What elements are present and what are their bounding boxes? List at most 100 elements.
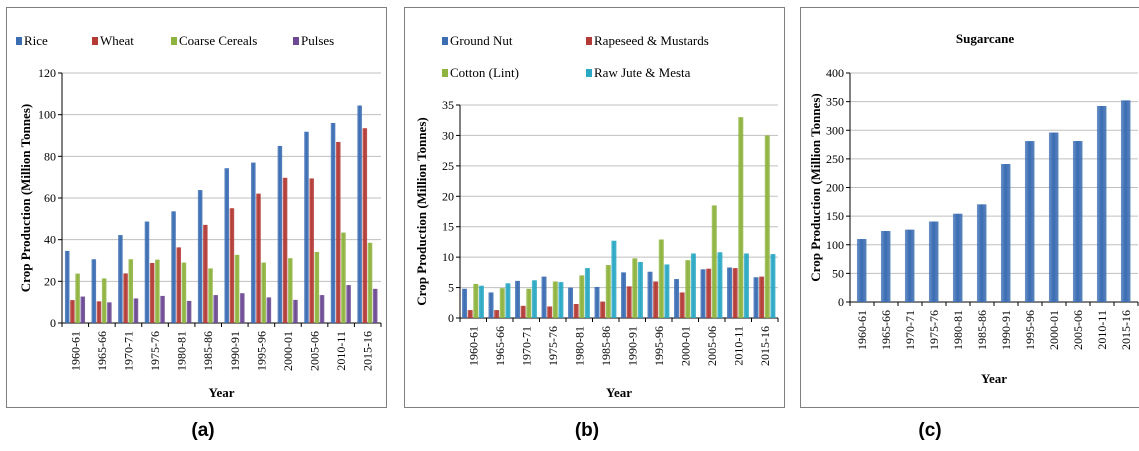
- chart-c-xtick-label: 1975-76: [927, 310, 941, 350]
- chart-a-xtick-label: 1960-61: [68, 331, 82, 371]
- chart-b-bar-raw-jute-mesta-1990-91: [637, 262, 643, 318]
- chart-a-bar-wheat-1970-71: [123, 273, 128, 323]
- chart-b-ytick-label: 15: [442, 220, 454, 234]
- chart-c-xtick-label: 1980-81: [951, 310, 965, 350]
- chart-c-xtick-label: 2015-16: [1119, 310, 1133, 350]
- chart-c-svg: 0 50 100 150 200 250 300 350 400 1960-61 1965-66 19…: [800, 7, 1139, 408]
- chart-b-legend-swatch: [586, 37, 592, 45]
- chart-b-xtick-label: 1980-81: [572, 326, 586, 366]
- chart-a-bar-rice-1990-91: [224, 168, 230, 323]
- chart-b-xtick-label: 2005-06: [705, 326, 719, 366]
- chart-c-ytick-label: 400: [826, 66, 844, 80]
- chart-a-bar-wheat-2015-16: [362, 128, 368, 323]
- chart-b-legend-swatch: [442, 69, 448, 77]
- chart-a-bar-pulses-1970-71: [133, 298, 139, 323]
- chart-a-bar-wheat-2010-11: [335, 141, 341, 323]
- chart-b-ytick-label: 20: [442, 189, 454, 203]
- chart-c-bar-series-1985-86: [976, 204, 987, 302]
- chart-b-bar-cotton-lint--1960-61: [473, 283, 479, 318]
- chart-a-ytick-label: 100: [38, 108, 56, 122]
- chart-b-bar-raw-jute-mesta-1965-66: [505, 283, 511, 318]
- chart-b-bar-cotton-lint--1970-71: [526, 288, 532, 318]
- chart-c-xtick-label: 1970-71: [903, 310, 917, 350]
- chart-b-bar-rapeseed-mustards-2000-01: [679, 292, 685, 318]
- chart-a-bar-wheat-1990-91: [229, 208, 235, 323]
- chart-b-legend-label: Rapeseed & Mustards: [594, 33, 709, 48]
- chart-a-bar-wheat-1995-96: [256, 193, 261, 323]
- chart-b-bar-rapeseed-mustards-1990-91: [626, 286, 632, 318]
- chart-a-bar-rice-1980-81: [171, 211, 176, 323]
- chart-b-bar-cotton-lint--2005-06: [711, 205, 717, 318]
- chart-b-xtick-label: 1995-96: [652, 326, 666, 366]
- chart-b-bar-ground-nut-2000-01: [673, 279, 680, 318]
- chart-a-bar-wheat-2005-06: [309, 178, 314, 323]
- chart-c-frame: [800, 7, 1139, 408]
- chart-a-bar-rice-2015-16: [357, 105, 362, 323]
- chart-b-bar-ground-nut-1965-66: [488, 292, 494, 318]
- chart-b-bar-ground-nut-1985-86: [594, 286, 600, 318]
- chart-a-xtick-label: 1995-96: [254, 331, 268, 371]
- chart-c-bar-series-1995-96: [1024, 141, 1035, 302]
- chart-b-bar-rapeseed-mustards-1960-61: [467, 310, 473, 318]
- chart-a-bar-rice-1975-76: [144, 221, 150, 323]
- chart-c-ytick-label: 50: [832, 266, 844, 280]
- chart-c-bar-series-2015-16: [1120, 100, 1131, 302]
- chart-c-ytick-label: 150: [826, 209, 844, 223]
- chart-a-bar-pulses-1990-91: [239, 293, 245, 323]
- chart-b-bar-raw-jute-mesta-1980-81: [584, 268, 590, 318]
- chart-a-ytick-label: 40: [44, 233, 56, 247]
- chart-a-bar-pulses-1995-96: [266, 297, 272, 323]
- chart-a-xtick-label: 1980-81: [175, 331, 189, 371]
- chart-a-xtick-label: 2015-16: [361, 331, 375, 371]
- chart-b-bar-raw-jute-mesta-1970-71: [531, 280, 537, 318]
- chart-b-bar-cotton-lint--1995-96: [658, 239, 664, 318]
- chart-b-bar-rapeseed-mustards-1965-66: [494, 310, 500, 318]
- chart-a-legend-swatch: [293, 37, 299, 45]
- chart-b-xtick-label: 1965-66: [493, 326, 507, 366]
- chart-b-bar-ground-nut-1970-71: [514, 280, 521, 318]
- chart-b-bar-ground-nut-1975-76: [541, 276, 547, 318]
- caption-c: (c): [918, 420, 942, 441]
- chart-b-xtick-label: 2010-11: [731, 326, 745, 366]
- chart-c-bar-series-1980-81: [952, 213, 963, 302]
- chart-a-bar-pulses-1960-61: [80, 296, 86, 323]
- chart-a-bar-pulses-2010-11: [346, 285, 351, 323]
- chart-c-xtick-label: 1990-91: [999, 310, 1013, 350]
- chart-a-bar-rice-2010-11: [330, 123, 336, 323]
- chart-b-svg: 0 5 10 15 20 25 30 35 1960-61 1965-66 1970-71 1975-…: [404, 7, 785, 408]
- chart-c-xtick-label: 1985-86: [975, 310, 989, 350]
- chart-a-bar-pulses-1980-81: [186, 300, 192, 323]
- chart-c-xtick-label: 2005-06: [1071, 310, 1085, 350]
- chart-a-ytick-label: 20: [44, 274, 56, 288]
- chart-b-bar-ground-nut-1980-81: [567, 287, 574, 318]
- chart-a-xtick-label: 2000-01: [281, 331, 295, 371]
- chart-b-bar-raw-jute-mesta-2015-16: [770, 254, 776, 318]
- chart-b-bar-rapeseed-mustards-1980-81: [573, 304, 579, 318]
- chart-a-ylabel: Crop Production (Million Tonnes): [18, 104, 33, 292]
- chart-b-bar-rapeseed-mustards-1975-76: [547, 306, 553, 318]
- chart-b-bar-raw-jute-mesta-1975-76: [558, 282, 564, 318]
- chart-a-bar-wheat-1960-61: [70, 300, 75, 323]
- chart-b-bar-raw-jute-mesta-1960-61: [478, 285, 484, 318]
- chart-b-bar-cotton-lint--2000-01: [685, 260, 691, 318]
- chart-b-xtick-label: 2000-01: [678, 326, 692, 366]
- chart-a-xtick-label: 1985-86: [201, 331, 215, 371]
- chart-a-bar-coarse-cereals-1995-96: [261, 262, 266, 323]
- chart-b-bar-raw-jute-mesta-1985-86: [611, 240, 617, 318]
- chart-b-bar-raw-jute-mesta-2005-06: [717, 252, 723, 318]
- chart-a-bar-rice-1960-61: [64, 250, 70, 323]
- chart-b-bar-rapeseed-mustards-1995-96: [653, 281, 659, 318]
- chart-c-bar-series-1990-91: [1000, 164, 1011, 302]
- chart-b-bar-cotton-lint--1990-91: [632, 258, 638, 318]
- chart-b-xtick-label: 1960-61: [466, 326, 480, 366]
- caption-b: (b): [574, 420, 600, 441]
- chart-b-bar-rapeseed-mustards-1985-86: [600, 301, 606, 318]
- chart-b-legend-label: Cotton (Lint): [450, 65, 519, 80]
- chart-a-bar-wheat-1980-81: [176, 247, 182, 323]
- chart-a-xtick-label: 1975-76: [148, 331, 162, 371]
- chart-b-xtick-label: 1990-91: [625, 326, 639, 366]
- chart-panel-b: 0 5 10 15 20 25 30 35 1960-61 1965-66 1970-71 1975-…: [404, 0, 786, 410]
- chart-c-ytick-label: 0: [838, 295, 844, 309]
- chart-b-bar-raw-jute-mesta-2010-11: [743, 253, 749, 318]
- chart-a-bar-coarse-cereals-1965-66: [101, 278, 107, 323]
